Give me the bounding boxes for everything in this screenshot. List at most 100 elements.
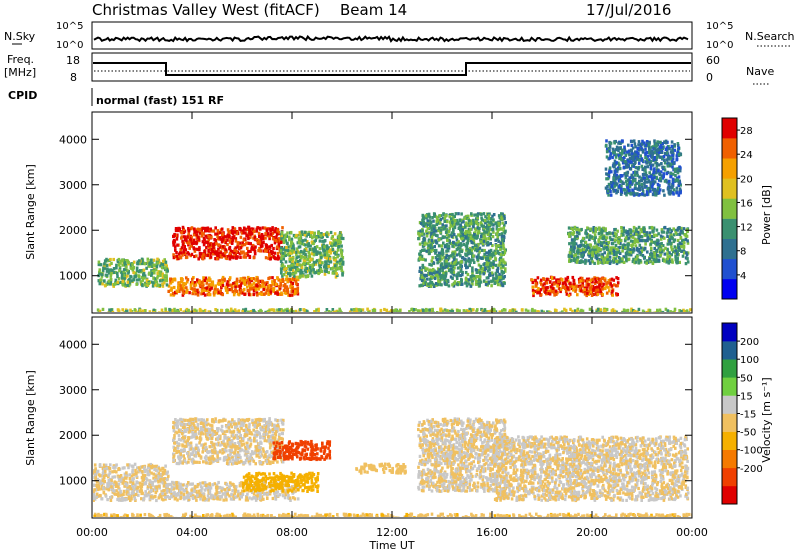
data-cell (674, 167, 677, 171)
data-cell (471, 269, 474, 273)
data-cell (315, 308, 318, 312)
data-cell (459, 268, 463, 272)
data-cell (246, 279, 250, 283)
data-cell (196, 291, 200, 295)
data-cell (441, 310, 444, 312)
data-cell (571, 241, 575, 245)
data-cell (268, 276, 272, 280)
data-cell (467, 310, 471, 312)
data-cell (181, 225, 185, 229)
data-cell (307, 250, 311, 254)
data-cell (684, 234, 688, 238)
data-cell (478, 256, 481, 260)
data-cell (677, 146, 680, 150)
data-cell (154, 263, 157, 267)
data-cell (195, 309, 198, 312)
data-cell (465, 253, 469, 257)
data-cell (177, 257, 180, 261)
data-cell (666, 257, 669, 261)
data-cell (459, 223, 462, 227)
data-cell (290, 265, 294, 269)
data-cell (206, 227, 209, 232)
data-cell (569, 231, 572, 235)
data-cell (236, 245, 240, 249)
data-cell (587, 259, 591, 263)
data-cell (498, 279, 502, 283)
data-cell (243, 310, 247, 312)
data-cell (443, 216, 447, 220)
data-cell (196, 288, 200, 292)
data-cell (459, 242, 463, 246)
data-cell (651, 182, 655, 186)
data-cell (586, 279, 589, 283)
data-cell (148, 262, 151, 266)
data-cell (338, 307, 341, 311)
data-cell (111, 310, 115, 312)
data-cell (200, 289, 204, 293)
data-cell (279, 259, 283, 263)
data-cell (437, 279, 440, 283)
data-cell (454, 243, 458, 247)
data-cell (464, 260, 468, 264)
data-cell (282, 309, 285, 312)
data-cell (141, 309, 145, 312)
data-cell (679, 229, 683, 233)
data-cell (478, 246, 482, 250)
data-cell (165, 274, 168, 278)
data-cell (421, 217, 425, 221)
data-cell (663, 168, 667, 172)
data-cell (447, 244, 451, 248)
data-cell (472, 260, 476, 264)
data-cell (186, 278, 190, 282)
data-cell (671, 172, 675, 176)
data-cell (108, 308, 111, 312)
data-cell (483, 279, 486, 283)
data-cell (599, 248, 602, 252)
data-cell (686, 251, 690, 255)
data-cell (308, 247, 312, 252)
data-cell (657, 258, 661, 262)
data-cell (477, 275, 480, 279)
data-cell (261, 244, 264, 248)
data-cell (199, 309, 203, 312)
data-cell (156, 271, 159, 275)
data-cell (576, 258, 579, 262)
data-cell (138, 259, 141, 263)
data-cell (195, 254, 198, 258)
data-cell (116, 271, 119, 275)
data-cell (318, 251, 322, 255)
data-cell (298, 259, 302, 263)
data-cell (276, 308, 279, 312)
data-cell (246, 285, 249, 289)
data-cell (302, 308, 305, 312)
data-cell (442, 271, 445, 275)
data-cell (193, 288, 197, 292)
data-cell (336, 260, 339, 264)
data-cell (613, 163, 616, 167)
data-cell (594, 226, 597, 230)
data-cell (274, 257, 278, 261)
data-cell (466, 223, 469, 227)
data-cell (634, 227, 638, 231)
data-cell (627, 236, 631, 240)
data-cell (443, 280, 446, 284)
data-cell (626, 244, 630, 249)
data-cell (640, 230, 644, 234)
data-cell (632, 310, 636, 312)
data-cell (546, 277, 549, 281)
data-cell (172, 285, 176, 290)
data-cell (628, 228, 631, 232)
data-cell (469, 275, 473, 279)
data-cell (475, 269, 479, 273)
data-cell (553, 293, 556, 297)
data-cell (484, 282, 488, 287)
data-cell (287, 293, 290, 297)
data-cell (671, 165, 674, 169)
data-cell (422, 232, 426, 236)
data-cell (214, 239, 217, 243)
data-cell (273, 241, 277, 245)
data-cell (308, 260, 311, 264)
data-cell (420, 257, 423, 261)
data-cell (276, 276, 279, 281)
data-cell (205, 245, 208, 250)
